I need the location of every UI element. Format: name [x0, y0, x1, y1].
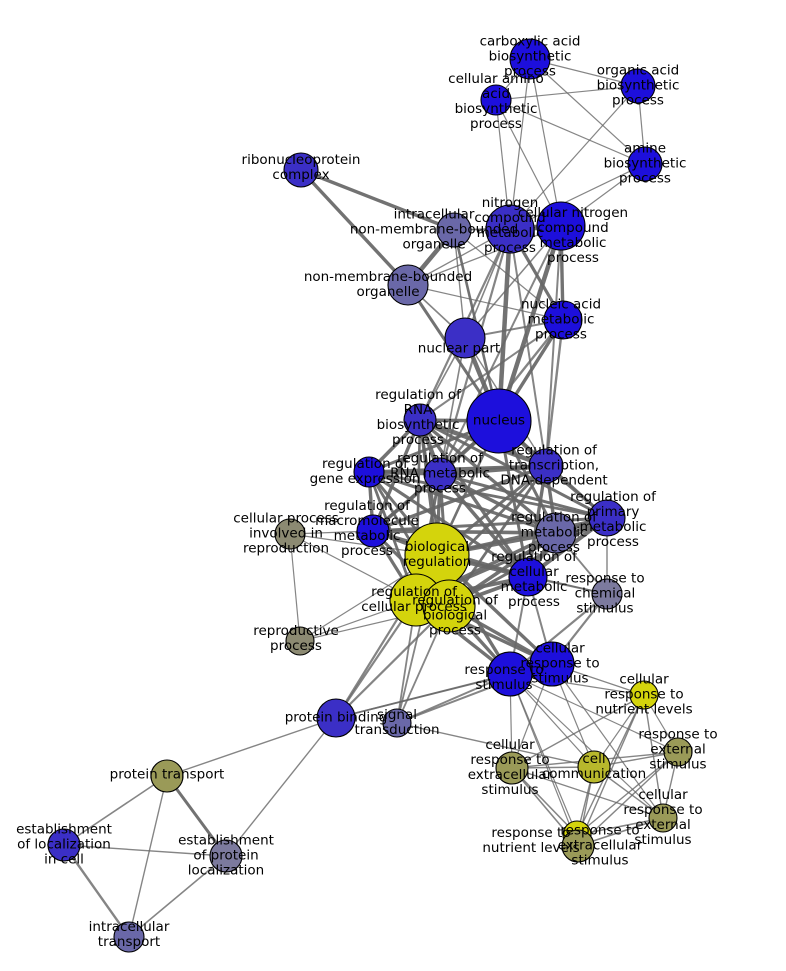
graph-edge: [368, 464, 547, 474]
graph-edge: [419, 319, 564, 421]
graph-edge: [495, 85, 639, 101]
graph-node[interactable]: [577, 750, 611, 784]
graph-node[interactable]: [466, 388, 532, 454]
graph-node[interactable]: [480, 84, 512, 116]
graph-node[interactable]: [422, 579, 476, 633]
graph-node[interactable]: [387, 264, 429, 306]
graph-node[interactable]: [663, 737, 693, 767]
graph-node[interactable]: [495, 751, 529, 785]
graph-edge: [396, 722, 595, 768]
edge-layer: [63, 58, 679, 938]
graph-edge: [407, 284, 564, 321]
graph-edge: [128, 775, 168, 938]
graph-edge: [166, 717, 337, 777]
graph-node[interactable]: [536, 201, 586, 251]
graph-node[interactable]: [356, 514, 390, 548]
graph-edge: [495, 99, 646, 165]
graph-edge: [128, 855, 227, 938]
graph-edge: [511, 694, 645, 769]
graph-edge: [63, 844, 227, 857]
graph-node[interactable]: [436, 212, 472, 248]
graph-node[interactable]: [627, 146, 663, 182]
graph-edge: [545, 225, 562, 467]
graph-node[interactable]: [423, 457, 457, 491]
graph-edge: [289, 533, 301, 642]
graph-edge: [509, 228, 547, 467]
graph-edge: [509, 58, 531, 230]
graph-node[interactable]: [508, 557, 548, 597]
graph-edge: [509, 163, 646, 230]
graph-edge: [544, 319, 565, 467]
graph-edge: [509, 673, 645, 696]
graph-node[interactable]: [620, 68, 656, 104]
graph-node[interactable]: [591, 578, 623, 610]
graph-edge: [577, 694, 645, 847]
graph-node[interactable]: [528, 448, 564, 484]
graph-edge: [372, 529, 557, 535]
graph-node[interactable]: [274, 518, 306, 550]
graph-edge: [509, 85, 639, 230]
graph-node[interactable]: [535, 512, 577, 554]
graph-node[interactable]: [403, 403, 437, 437]
graph-edge: [63, 844, 130, 938]
graph-edge: [509, 673, 579, 847]
graph-node[interactable]: [509, 38, 551, 80]
graph-edge: [509, 673, 679, 753]
graph-edge: [300, 168, 455, 232]
graph-node[interactable]: [150, 759, 184, 793]
graph-edge: [464, 225, 562, 339]
graph-edge: [576, 694, 645, 836]
graph-edge: [576, 751, 679, 836]
graph-node[interactable]: [47, 828, 81, 862]
graph-edge: [418, 419, 530, 578]
graph-node[interactable]: [648, 803, 678, 833]
graph-edge: [372, 464, 547, 533]
graph-node[interactable]: [316, 698, 356, 738]
graph-edge: [225, 717, 337, 857]
graph-node[interactable]: [285, 626, 315, 656]
graph-edge: [509, 673, 664, 819]
graph-edge: [165, 775, 228, 857]
graph-edge: [368, 470, 608, 520]
graph-edge: [407, 225, 562, 286]
graph-node[interactable]: [487, 651, 533, 697]
graph-edge: [576, 817, 664, 836]
graph-edge: [577, 751, 679, 847]
graph-node[interactable]: [113, 921, 145, 953]
graph-edge: [418, 418, 558, 535]
graph-node[interactable]: [283, 152, 319, 188]
graph-node[interactable]: [543, 300, 583, 340]
graph-edge: [529, 58, 562, 227]
graph-node[interactable]: [485, 204, 535, 254]
graph-edge: [551, 663, 664, 819]
graph-edge: [63, 775, 168, 846]
graph-node[interactable]: [588, 499, 626, 537]
graph-edge: [299, 168, 410, 287]
graph-edge: [439, 337, 466, 475]
graph-edge: [371, 419, 422, 532]
node-layer: [47, 38, 693, 953]
graph-node[interactable]: [629, 680, 659, 710]
graph-node[interactable]: [353, 456, 385, 488]
graph-edge: [439, 472, 608, 520]
graph-node[interactable]: [561, 829, 595, 863]
graph-node[interactable]: [529, 641, 575, 687]
graph-node[interactable]: [209, 839, 243, 873]
graph-node[interactable]: [382, 708, 412, 738]
graph-edge: [511, 767, 664, 819]
graph-edge: [529, 58, 646, 165]
graph-node[interactable]: [444, 317, 486, 359]
